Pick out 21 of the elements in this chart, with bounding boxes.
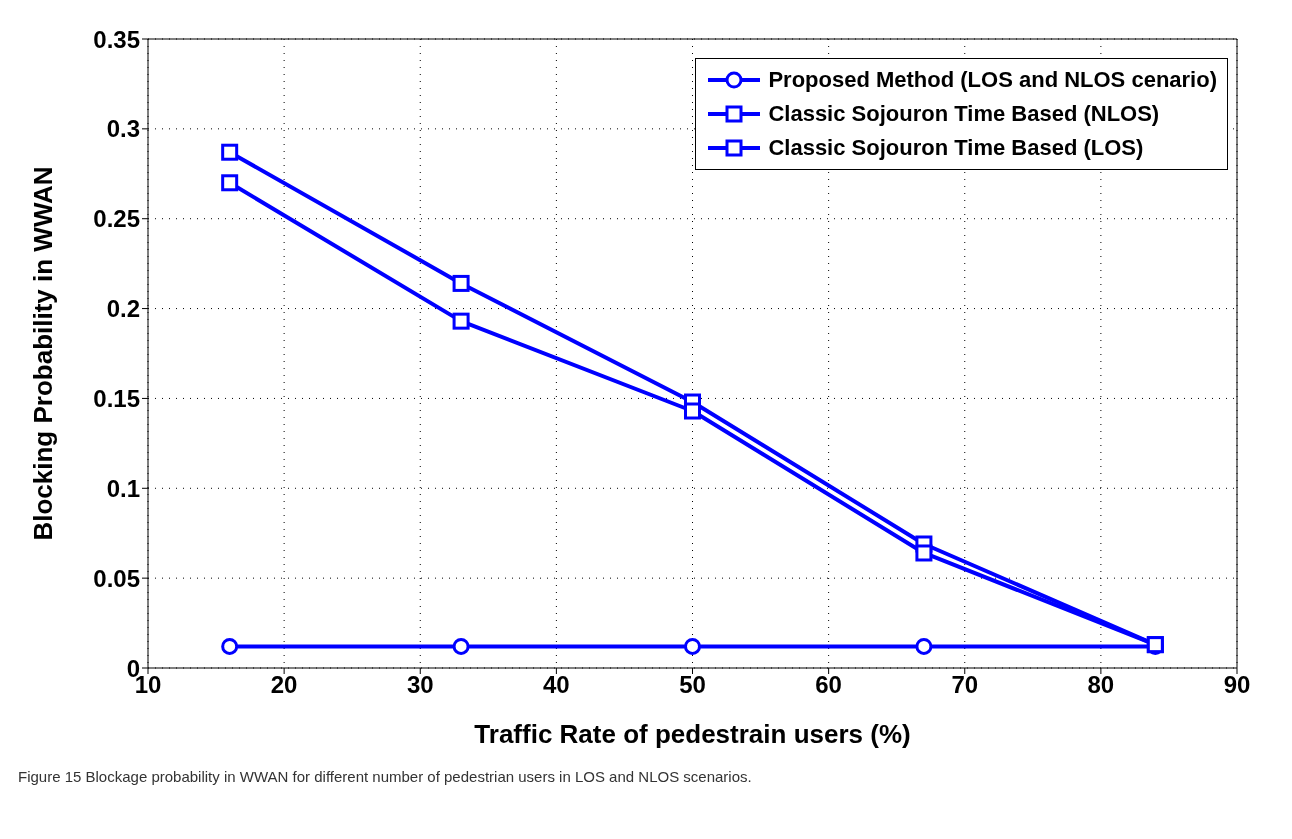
legend-label: Classic Sojouron Time Based (LOS) — [768, 134, 1144, 162]
x-tick-label: 60 — [815, 671, 842, 699]
x-tick-label: 40 — [543, 671, 570, 699]
y-tick-label: 0.15 — [93, 384, 140, 412]
y-tick-label: 0.25 — [93, 205, 140, 233]
x-tick-label: 30 — [406, 671, 434, 699]
x-tick-label: 70 — [951, 671, 979, 699]
x-tick-label: 80 — [1087, 671, 1115, 699]
legend-label: Proposed Method (LOS and NLOS cenario) — [768, 66, 1217, 94]
legend-label: Classic Sojouron Time Based (NLOS) — [768, 100, 1160, 128]
y-tick-label: 0.3 — [106, 115, 140, 143]
y-tick-label: 0.35 — [93, 25, 140, 53]
y-tick-label: 0.05 — [93, 564, 140, 592]
y-axis-title: Blocking Probability in WWAN — [28, 166, 59, 541]
x-tick-label: 90 — [1223, 671, 1251, 699]
x-tick-label: 50 — [679, 671, 706, 699]
x-tick-label: 20 — [270, 671, 298, 699]
y-tick-label: 0.2 — [106, 295, 140, 323]
caption: Figure 15 Blockage probability in WWAN for different number of pedestrian users in LOS and NLOS scenarios. — [18, 768, 753, 785]
y-tick-label: 0.1 — [106, 474, 140, 502]
x-axis-title: Traffic Rate of pedestrain users (%) — [474, 719, 911, 749]
